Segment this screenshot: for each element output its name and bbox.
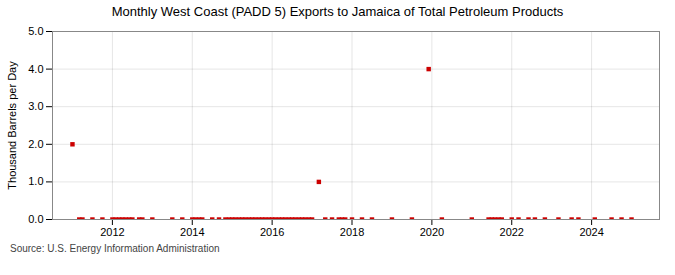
svg-text:2016: 2016 xyxy=(260,226,284,238)
svg-text:2012: 2012 xyxy=(100,226,124,238)
svg-text:2018: 2018 xyxy=(340,226,364,238)
svg-text:5.0: 5.0 xyxy=(28,25,43,37)
svg-text:2022: 2022 xyxy=(500,226,524,238)
html-text:Monthly West Coast (PADD 5) Ex: Monthly West Coast (PADD 5) Exports to J… xyxy=(111,4,564,19)
svg-text:Thousand Barrels per Day: Thousand Barrels per Day xyxy=(6,61,18,190)
svg-text:0.0: 0.0 xyxy=(28,213,43,225)
html-text:Source: U.S. Energy Informatio: Source: U.S. Energy Information Administ… xyxy=(10,243,220,254)
svg-text:1.0: 1.0 xyxy=(28,175,43,187)
svg-text:2.0: 2.0 xyxy=(28,138,43,150)
svg-text:3.0: 3.0 xyxy=(28,100,43,112)
svg-text:2024: 2024 xyxy=(579,226,603,238)
svg-text:2020: 2020 xyxy=(420,226,444,238)
svg-text:2014: 2014 xyxy=(180,226,204,238)
svg-text:4.0: 4.0 xyxy=(28,63,43,75)
